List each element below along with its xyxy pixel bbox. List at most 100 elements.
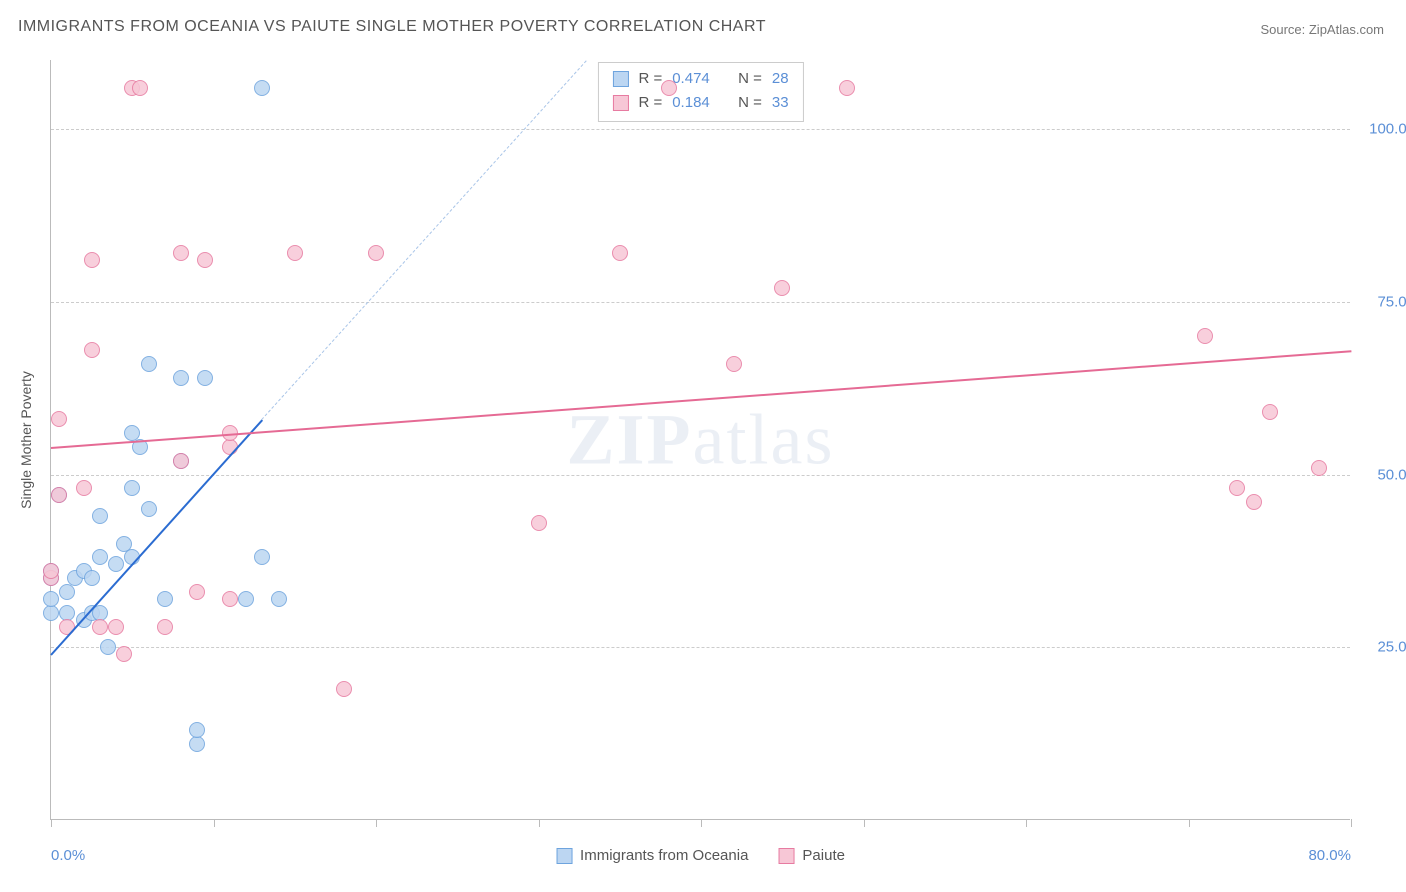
data-point [839, 80, 855, 96]
data-point [92, 508, 108, 524]
legend-item-oceania: Immigrants from Oceania [556, 847, 748, 864]
data-point [100, 639, 116, 655]
data-point [197, 252, 213, 268]
x-tick-label-min: 0.0% [51, 847, 85, 864]
gridline [51, 302, 1350, 303]
data-point [43, 591, 59, 607]
data-point [84, 252, 100, 268]
data-point [43, 605, 59, 621]
data-point [189, 736, 205, 752]
y-tick-label: 50.0% [1360, 466, 1406, 483]
data-point [141, 501, 157, 517]
swatch-paiute-icon [612, 95, 628, 111]
x-tick [539, 819, 540, 827]
data-point [774, 280, 790, 296]
data-point [1197, 328, 1213, 344]
data-point [84, 570, 100, 586]
data-point [254, 80, 270, 96]
data-point [92, 549, 108, 565]
x-tick [214, 819, 215, 827]
data-point [368, 245, 384, 261]
legend-item-paiute: Paiute [778, 847, 845, 864]
stats-row-oceania: R = 0.474 N = 28 [612, 67, 788, 91]
data-point [336, 681, 352, 697]
y-axis-label: Single Mother Poverty [18, 371, 34, 509]
swatch-oceania-icon [556, 848, 572, 864]
x-tick [51, 819, 52, 827]
data-point [76, 480, 92, 496]
trend-line [51, 350, 1351, 449]
stats-box: R = 0.474 N = 28 R = 0.184 N = 33 [597, 62, 803, 122]
n-value-oceania: 28 [772, 67, 789, 91]
data-point [1246, 494, 1262, 510]
stats-row-paiute: R = 0.184 N = 33 [612, 91, 788, 115]
watermark: ZIPatlas [567, 398, 835, 481]
data-point [1311, 460, 1327, 476]
watermark-rest: atlas [693, 399, 835, 479]
data-point [173, 453, 189, 469]
data-point [531, 515, 547, 531]
r-label: R = [638, 67, 662, 91]
data-point [1262, 404, 1278, 420]
gridline [51, 647, 1350, 648]
data-point [222, 591, 238, 607]
data-point [612, 245, 628, 261]
data-point [189, 584, 205, 600]
y-tick-label: 75.0% [1360, 293, 1406, 310]
data-point [173, 370, 189, 386]
data-point [124, 480, 140, 496]
watermark-bold: ZIP [567, 399, 693, 479]
source-label: Source: ZipAtlas.com [1260, 22, 1384, 37]
data-point [157, 619, 173, 635]
data-point [254, 549, 270, 565]
r-value-oceania: 0.474 [672, 67, 710, 91]
data-point [59, 584, 75, 600]
data-point [726, 356, 742, 372]
legend-label-oceania: Immigrants from Oceania [580, 847, 748, 864]
data-point [84, 342, 100, 358]
data-point [51, 411, 67, 427]
data-point [661, 80, 677, 96]
plot-area: ZIPatlas R = 0.474 N = 28 R = 0.184 N = … [50, 60, 1350, 820]
data-point [287, 245, 303, 261]
r-value-paiute: 0.184 [672, 91, 710, 115]
legend-label-paiute: Paiute [802, 847, 845, 864]
x-tick [701, 819, 702, 827]
n-value-paiute: 33 [772, 91, 789, 115]
chart-title: IMMIGRANTS FROM OCEANIA VS PAIUTE SINGLE… [18, 18, 766, 36]
trend-line [50, 420, 263, 656]
data-point [157, 591, 173, 607]
data-point [271, 591, 287, 607]
x-tick [864, 819, 865, 827]
gridline [51, 129, 1350, 130]
trend-line-extrapolated [262, 60, 588, 421]
data-point [189, 722, 205, 738]
r-label: R = [638, 91, 662, 115]
swatch-oceania-icon [612, 71, 628, 87]
n-label: N = [738, 67, 762, 91]
data-point [197, 370, 213, 386]
data-point [108, 619, 124, 635]
x-tick [1351, 819, 1352, 827]
legend: Immigrants from Oceania Paiute [556, 847, 845, 864]
gridline [51, 475, 1350, 476]
y-tick-label: 25.0% [1360, 639, 1406, 656]
x-tick [1026, 819, 1027, 827]
x-tick-label-max: 80.0% [1308, 847, 1351, 864]
data-point [1229, 480, 1245, 496]
data-point [116, 646, 132, 662]
data-point [141, 356, 157, 372]
x-tick [376, 819, 377, 827]
data-point [108, 556, 124, 572]
data-point [132, 80, 148, 96]
chart-container: IMMIGRANTS FROM OCEANIA VS PAIUTE SINGLE… [0, 0, 1406, 892]
n-label: N = [738, 91, 762, 115]
x-tick [1189, 819, 1190, 827]
data-point [238, 591, 254, 607]
data-point [92, 619, 108, 635]
swatch-paiute-icon [778, 848, 794, 864]
data-point [173, 245, 189, 261]
data-point [43, 563, 59, 579]
data-point [51, 487, 67, 503]
y-tick-label: 100.0% [1360, 121, 1406, 138]
